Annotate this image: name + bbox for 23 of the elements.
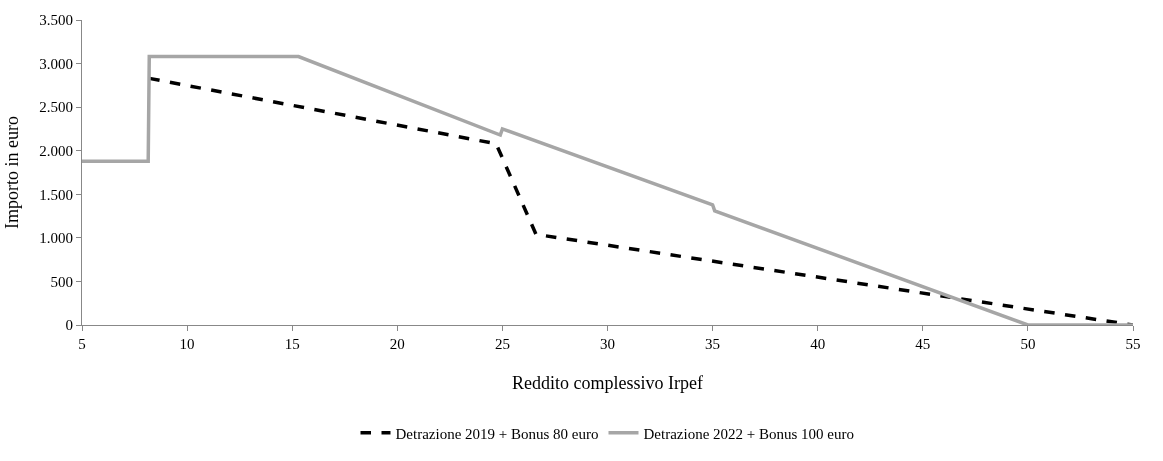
x-tick-label: 45 <box>915 336 931 352</box>
x-tick-label: 35 <box>705 336 721 352</box>
y-tick-label: 500 <box>50 273 73 290</box>
x-tick-label: 50 <box>1020 336 1036 352</box>
y-tick-label: 1.000 <box>39 230 73 247</box>
x-axis-title: Reddito complessivo Irpef <box>512 373 703 394</box>
x-tick-label: 25 <box>494 336 510 352</box>
y-tick-label: 0 <box>65 317 73 334</box>
x-tick-label: 15 <box>284 336 300 352</box>
y-tick-label: 3.000 <box>39 55 73 72</box>
x-tick-label: 20 <box>389 336 405 352</box>
y-tick-label: 2.000 <box>39 142 73 159</box>
y-tick-label: 2.500 <box>39 99 73 116</box>
y-tick-label: 1.500 <box>39 186 73 203</box>
x-tick-label: 5 <box>78 336 86 352</box>
x-tick-label: 40 <box>810 336 826 352</box>
y-axis-title: Importo in euro <box>2 116 23 229</box>
legend-label: Detrazione 2022 + Bonus 100 euro <box>643 425 854 442</box>
x-tick-label: 55 <box>1125 336 1141 352</box>
legend-label: Detrazione 2019 + Bonus 80 euro <box>395 425 599 442</box>
x-tick-label: 30 <box>600 336 615 352</box>
y-tick-label: 3.500 <box>39 12 73 29</box>
x-tick-label: 10 <box>179 336 195 352</box>
